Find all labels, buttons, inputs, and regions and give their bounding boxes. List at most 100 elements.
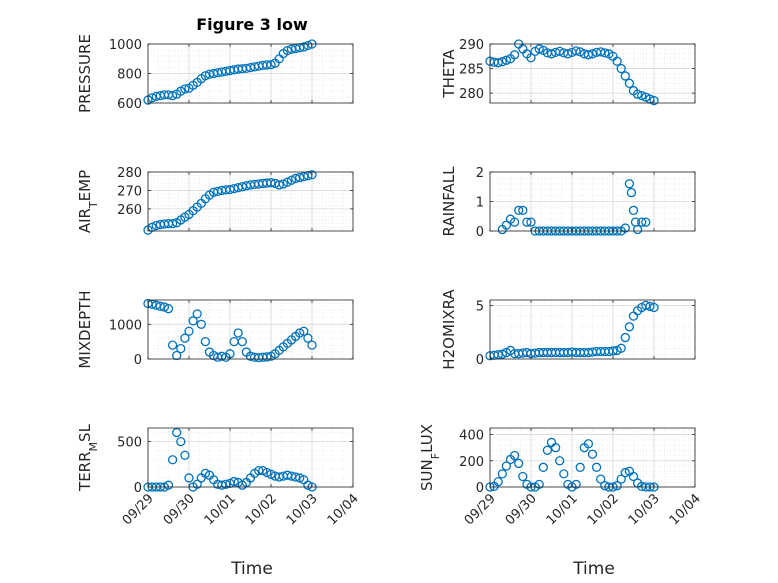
data-point [522,217,532,227]
y-axis-label: THETA [440,49,458,99]
data-point [274,180,284,190]
y-tick-label: 280 [117,166,142,181]
data-point [600,48,610,58]
subplot-rainfall: 0 1 2 RAINFALL [440,166,696,240]
data-point [176,343,186,354]
data-point [620,223,630,233]
data-point [626,187,637,198]
y-axis-label-sub: M [87,442,100,452]
data-point [641,300,651,311]
y-axis-label: H2OMIXRA [440,289,458,370]
data-point [649,302,659,313]
data-point [509,217,520,227]
data-point [534,44,544,54]
data-point [616,343,626,353]
data-point [550,443,561,453]
data-point [583,50,594,60]
data-point [307,170,317,180]
x-axis-label-right: Time [572,559,615,579]
data-point [155,301,165,311]
y-tick-label: 2 [476,166,484,181]
data-point [172,350,182,361]
y-axis-label: PRESSURE [76,34,94,113]
y-tick-label: 500 [117,436,142,451]
data-point [167,455,178,465]
y-tick-label: 200 [459,455,484,470]
data-point [163,480,174,490]
y-axis-label-main: H2OMIXRA [440,289,458,370]
data-point [620,71,630,81]
subplot-mixdepth: 0 1000 MIXDEPTH [76,290,354,369]
x-tick-label: 10/02 [243,491,280,528]
data-point [563,49,573,59]
y-axis-label: SUNFLUX [418,424,442,491]
data-point [616,474,626,484]
axes-box [147,299,354,360]
y-tick-label: 0 [476,353,484,368]
data-point [632,89,643,99]
data-point [493,477,503,487]
data-point [167,90,178,101]
data-point [167,340,178,350]
y-axis-label-main: THETA [440,49,458,99]
data-point [555,456,565,466]
data-point [624,322,635,332]
data-point [200,336,211,347]
x-tick-label: 10/04 [667,491,704,528]
data-point [237,336,247,347]
y-tick-label: 280 [459,87,484,102]
y-axis-label-sub: T [87,201,100,209]
data-point [620,332,630,343]
data-point [299,326,309,336]
data-point [637,90,647,101]
y-tick-label: 600 [117,97,142,112]
y-tick-label: 260 [117,203,142,218]
x-tick-label: 09/30 [503,491,540,528]
data-point [192,479,202,489]
data-point [200,71,211,81]
subplot-terr-msl: 0 500 09/29 09/30 10/01 10/02 10/03 10/04 TERRMS… [76,423,362,528]
data-point [180,450,190,460]
data-point [637,217,647,227]
y-tick-label: 1000 [109,38,142,53]
x-tick-label: 10/04 [325,491,362,528]
data-point [624,78,635,88]
y-tick-label: 290 [459,38,484,53]
data-point [571,46,581,56]
data-point [555,46,565,57]
data-point [196,319,206,329]
data-point [514,458,524,469]
y-tick-label: 1000 [109,318,142,333]
y-tick-label: 400 [459,429,484,444]
data-point [217,351,227,361]
y-axis-label-main: AIR [76,208,94,233]
data-point [526,217,536,227]
y-axis-label: AIRTEMP [76,170,100,233]
plot-area [490,428,695,487]
data-point [299,42,309,52]
y-tick-label: 0 [134,353,142,368]
data-point [575,462,585,472]
data-point [192,309,202,319]
data-point [632,224,643,235]
x-tick-label: 10/01 [544,491,581,528]
data-point [591,462,602,472]
y-tick-label: 0 [476,481,484,496]
data-point [583,439,594,449]
data-point [628,471,639,482]
data-point [184,473,194,483]
data-point [518,471,528,482]
data-point [184,326,194,336]
y-axis-label-rest: EMP [76,170,94,201]
data-point [497,57,507,67]
data-point [497,469,507,479]
x-tick-label: 09/30 [161,491,198,528]
data-point [295,328,305,338]
data-point [167,218,178,229]
y-tick-label: 1 [476,196,484,211]
y-tick-label: 0 [134,481,142,496]
subplot-h2omixra: 0 5 H2OMIXRA [440,289,696,370]
data-point [608,346,618,356]
y-tick-label: 285 [459,63,484,78]
